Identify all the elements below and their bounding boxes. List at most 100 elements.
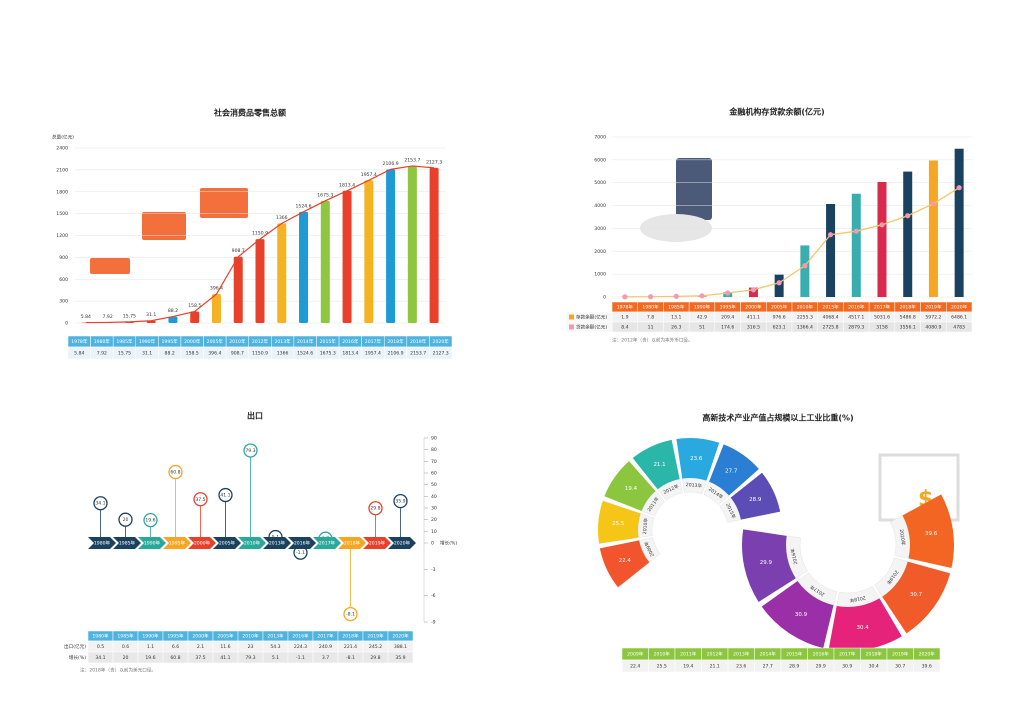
legend-label: 存款余额(亿元) [576, 314, 607, 321]
table-value: 174.6 [721, 325, 734, 331]
timeline-label: 2017年 [319, 540, 336, 547]
data-label: 31.1 [146, 312, 156, 318]
bar [168, 316, 178, 323]
ring-band [641, 490, 666, 517]
table-header: 2016年 [292, 633, 309, 640]
timeline-label: 2000年 [194, 540, 211, 547]
table-header: 2016年 [342, 338, 359, 345]
table-header: 2005年 [771, 304, 788, 311]
basket-icon [200, 188, 248, 218]
table-header: 2018年 [900, 304, 917, 311]
ring-band [874, 557, 908, 597]
table-header: 1990年 [142, 633, 159, 640]
table-header: 2019年 [367, 633, 384, 640]
table-header: 1978年 [71, 338, 88, 345]
table-value: 3556.1 [900, 325, 916, 331]
table-header: 2018年 [866, 651, 883, 658]
loan-marker [827, 232, 834, 238]
table-value: 4517.1 [848, 315, 864, 321]
y-tick-label: 2100 [56, 167, 68, 173]
bar [407, 165, 417, 323]
ring-segment [604, 461, 656, 511]
table-value: 1813.4 [342, 351, 358, 357]
title: 高新技术产业产值占规模以上工业比重(%) [702, 413, 853, 423]
y-tick-label: -9 [431, 620, 436, 626]
legend-label: 贷款余额(亿元) [576, 324, 607, 331]
table-cell [429, 346, 453, 360]
pin-label: 34.1 [95, 501, 105, 507]
pin [368, 501, 383, 516]
loan-marker [930, 201, 937, 207]
ring-segment [730, 472, 781, 520]
table-cell [565, 321, 613, 333]
ring-band [703, 481, 730, 506]
segment-year: 2013年 [685, 481, 702, 489]
loan-marker [647, 294, 654, 300]
table-header: 2005年 [207, 338, 224, 345]
bar [928, 160, 938, 297]
pin [118, 512, 133, 527]
data-label: 7.92 [103, 314, 113, 320]
ring-band [719, 497, 742, 523]
y-tick-label: 900 [59, 255, 68, 261]
table-header: 2014年 [760, 651, 777, 658]
title: 金融机构存贷款余额(亿元) [728, 107, 824, 117]
table-header: 2019年 [925, 304, 942, 311]
data-label: 396.4 [210, 286, 223, 292]
y-tick-label: -3 [431, 567, 436, 573]
segment-label: 25.5 [612, 521, 625, 527]
table-value: 51 [699, 325, 705, 331]
table-value: 28.9 [789, 664, 799, 670]
axis-name: 增长(%) [440, 540, 457, 547]
timeline-label: 2016年 [294, 540, 311, 547]
y-tick-label: -6 [431, 593, 436, 599]
ring-segment [632, 439, 680, 490]
pin-label: 79.3 [245, 448, 255, 454]
table-header: 2013年 [267, 633, 284, 640]
table-value: 27.7 [763, 664, 773, 670]
legend-swatch [569, 314, 574, 320]
table-header: 2000年 [192, 633, 209, 640]
y-tick-label: 0 [65, 321, 68, 327]
basket-icon [90, 258, 130, 274]
bar [233, 256, 243, 323]
table-cell [387, 651, 414, 664]
table-value: 30.4 [869, 664, 879, 670]
table-value: 8.4 [621, 325, 628, 331]
table-value: 79.3 [245, 655, 255, 661]
table-header: 2012年 [252, 338, 269, 345]
ring-band [785, 535, 808, 579]
pin-label: 19.6 [145, 518, 155, 524]
table-value: -1.1 [296, 655, 305, 661]
pin-label: -1.1 [296, 550, 305, 556]
pin-label: 20 [123, 517, 129, 523]
table-header: 1980年 [94, 338, 111, 345]
y-tick-label: 7000 [594, 135, 606, 141]
loan-marker [699, 293, 705, 299]
table-value: 2255.3 [797, 315, 813, 321]
table-value: 20 [123, 655, 129, 661]
timeline-chevron [338, 537, 366, 549]
table-value: 4080.9 [925, 325, 941, 331]
table-header: 1985年 [117, 633, 134, 640]
loan-marker [879, 222, 885, 228]
loan-marker [750, 287, 757, 293]
ring-segment [676, 437, 720, 481]
pin-label: 41.1 [220, 493, 230, 499]
timeline-label: 2018年 [344, 540, 361, 547]
pin [393, 493, 408, 509]
data-label: 1813.4 [339, 182, 355, 188]
table-header: 2020年 [433, 338, 450, 345]
table-cell [913, 659, 941, 673]
trend-line [85, 165, 435, 324]
timeline-label: 2010年 [244, 540, 261, 547]
table-value: 1675.3 [320, 351, 336, 357]
timeline-label: 1995年 [169, 540, 186, 547]
table-value: 388.1 [394, 644, 407, 650]
table-value: 42.9 [697, 315, 707, 321]
table-value: -8.1 [346, 655, 355, 661]
ring-segment [902, 494, 954, 568]
table-value: 7.92 [97, 351, 107, 357]
table-value: 411.1 [747, 315, 760, 321]
row-label: 增长(%) [69, 654, 86, 661]
